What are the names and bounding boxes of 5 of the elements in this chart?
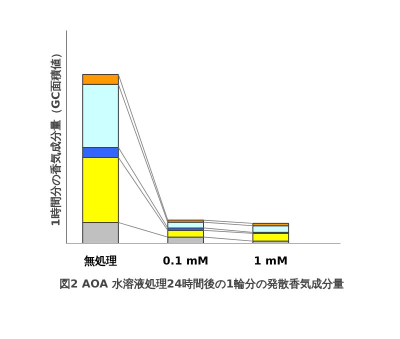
y-axis-title: 1時間分の香気成分量（GC面積値） — [50, 48, 62, 226]
text: 図2 AOA 水溶液処理24時間後の1輪分の発散香気成分量 — [59, 278, 344, 290]
x-tick-label: 無処理 — [83, 254, 118, 268]
x-tick-label: 0.1 mM — [162, 254, 209, 268]
x-tick-label: 1 mM — [254, 254, 288, 268]
